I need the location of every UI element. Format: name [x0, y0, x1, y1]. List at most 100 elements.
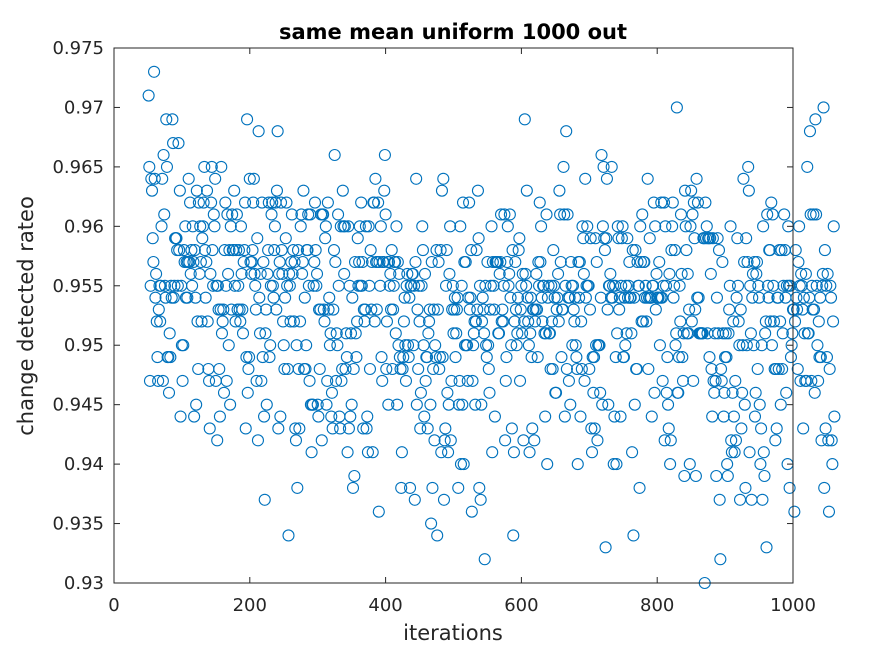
data-point: [399, 339, 412, 352]
data-point: [561, 208, 574, 221]
data-point: [188, 244, 201, 257]
data-point: [284, 315, 297, 328]
data-point: [194, 220, 207, 233]
data-point: [647, 279, 660, 292]
data-point: [704, 267, 717, 280]
data-point: [260, 303, 273, 316]
data-point: [819, 422, 832, 435]
y-tick-label: 0.95: [64, 335, 104, 356]
data-point: [518, 113, 531, 126]
data-point: [372, 196, 385, 209]
data-point: [237, 255, 250, 269]
data-point: [379, 208, 392, 221]
data-point: [769, 434, 782, 447]
data-point: [405, 279, 418, 292]
data-point: [182, 172, 195, 185]
data-point: [454, 458, 468, 471]
data-point: [415, 279, 428, 292]
data-point: [253, 327, 267, 340]
data-point: [531, 351, 544, 364]
y-tick-label: 0.975: [52, 38, 104, 59]
data-point: [464, 291, 477, 304]
data-point: [542, 279, 555, 292]
data-point: [824, 279, 837, 292]
data-point: [397, 351, 410, 364]
data-point: [738, 398, 751, 411]
data-point: [156, 374, 169, 387]
data-point: [721, 458, 734, 471]
data-point: [789, 244, 802, 257]
data-point: [144, 279, 157, 292]
data-point: [528, 434, 541, 447]
data-point: [320, 398, 333, 411]
data-point: [198, 244, 212, 257]
data-point: [448, 291, 461, 304]
data-point: [326, 422, 339, 435]
data-point: [740, 339, 753, 352]
data-point: [539, 410, 552, 423]
data-point: [759, 315, 772, 328]
data-point: [142, 89, 155, 102]
data-point: [508, 315, 521, 328]
data-point: [327, 244, 341, 257]
data-point: [807, 303, 821, 316]
data-point: [275, 244, 288, 257]
data-point: [486, 255, 499, 269]
data-point: [513, 232, 526, 245]
data-point: [174, 410, 187, 423]
data-point: [287, 244, 300, 257]
data-point: [306, 398, 320, 411]
data-point: [791, 303, 804, 316]
data-point: [546, 362, 559, 376]
data-point: [154, 279, 167, 292]
data-point: [167, 291, 180, 304]
data-point: [416, 244, 429, 257]
data-point: [555, 351, 568, 364]
data-point: [391, 398, 404, 411]
data-point: [329, 255, 342, 269]
data-point: [393, 267, 406, 280]
y-tick-label: 0.965: [52, 157, 104, 178]
x-tick-label: 400: [368, 595, 402, 616]
data-point: [547, 244, 560, 257]
data-point: [483, 386, 496, 399]
data-point: [636, 208, 649, 221]
data-point: [463, 303, 476, 316]
data-point: [798, 327, 811, 340]
x-tick-label: 200: [233, 595, 267, 616]
data-point: [696, 327, 709, 340]
data-point: [255, 196, 269, 209]
data-point: [560, 362, 573, 376]
y-tick-label: 0.945: [52, 395, 104, 416]
data-point: [437, 172, 450, 185]
data-point: [449, 351, 462, 364]
data-point: [313, 362, 326, 376]
data-point: [325, 386, 339, 399]
data-point: [217, 303, 230, 316]
data-point: [412, 279, 425, 292]
data-point: [683, 458, 696, 471]
data-point: [295, 208, 308, 221]
data-point: [477, 303, 490, 316]
data-point: [288, 255, 301, 269]
data-point: [203, 422, 216, 435]
data-point: [731, 279, 745, 292]
data-point: [752, 279, 765, 292]
data-point: [207, 208, 220, 221]
data-point: [334, 220, 347, 233]
data-point: [552, 315, 565, 328]
data-point: [526, 422, 539, 435]
data-point: [278, 362, 291, 376]
data-point: [271, 125, 284, 138]
data-point: [176, 374, 189, 387]
data-point: [816, 279, 829, 292]
data-point: [230, 208, 243, 221]
data-point: [795, 267, 808, 280]
data-point: [186, 279, 199, 292]
data-point: [187, 255, 200, 269]
data-point: [595, 148, 608, 162]
data-point: [658, 434, 671, 447]
data-point: [456, 196, 470, 209]
data-point: [755, 339, 768, 352]
data-point: [247, 172, 260, 185]
